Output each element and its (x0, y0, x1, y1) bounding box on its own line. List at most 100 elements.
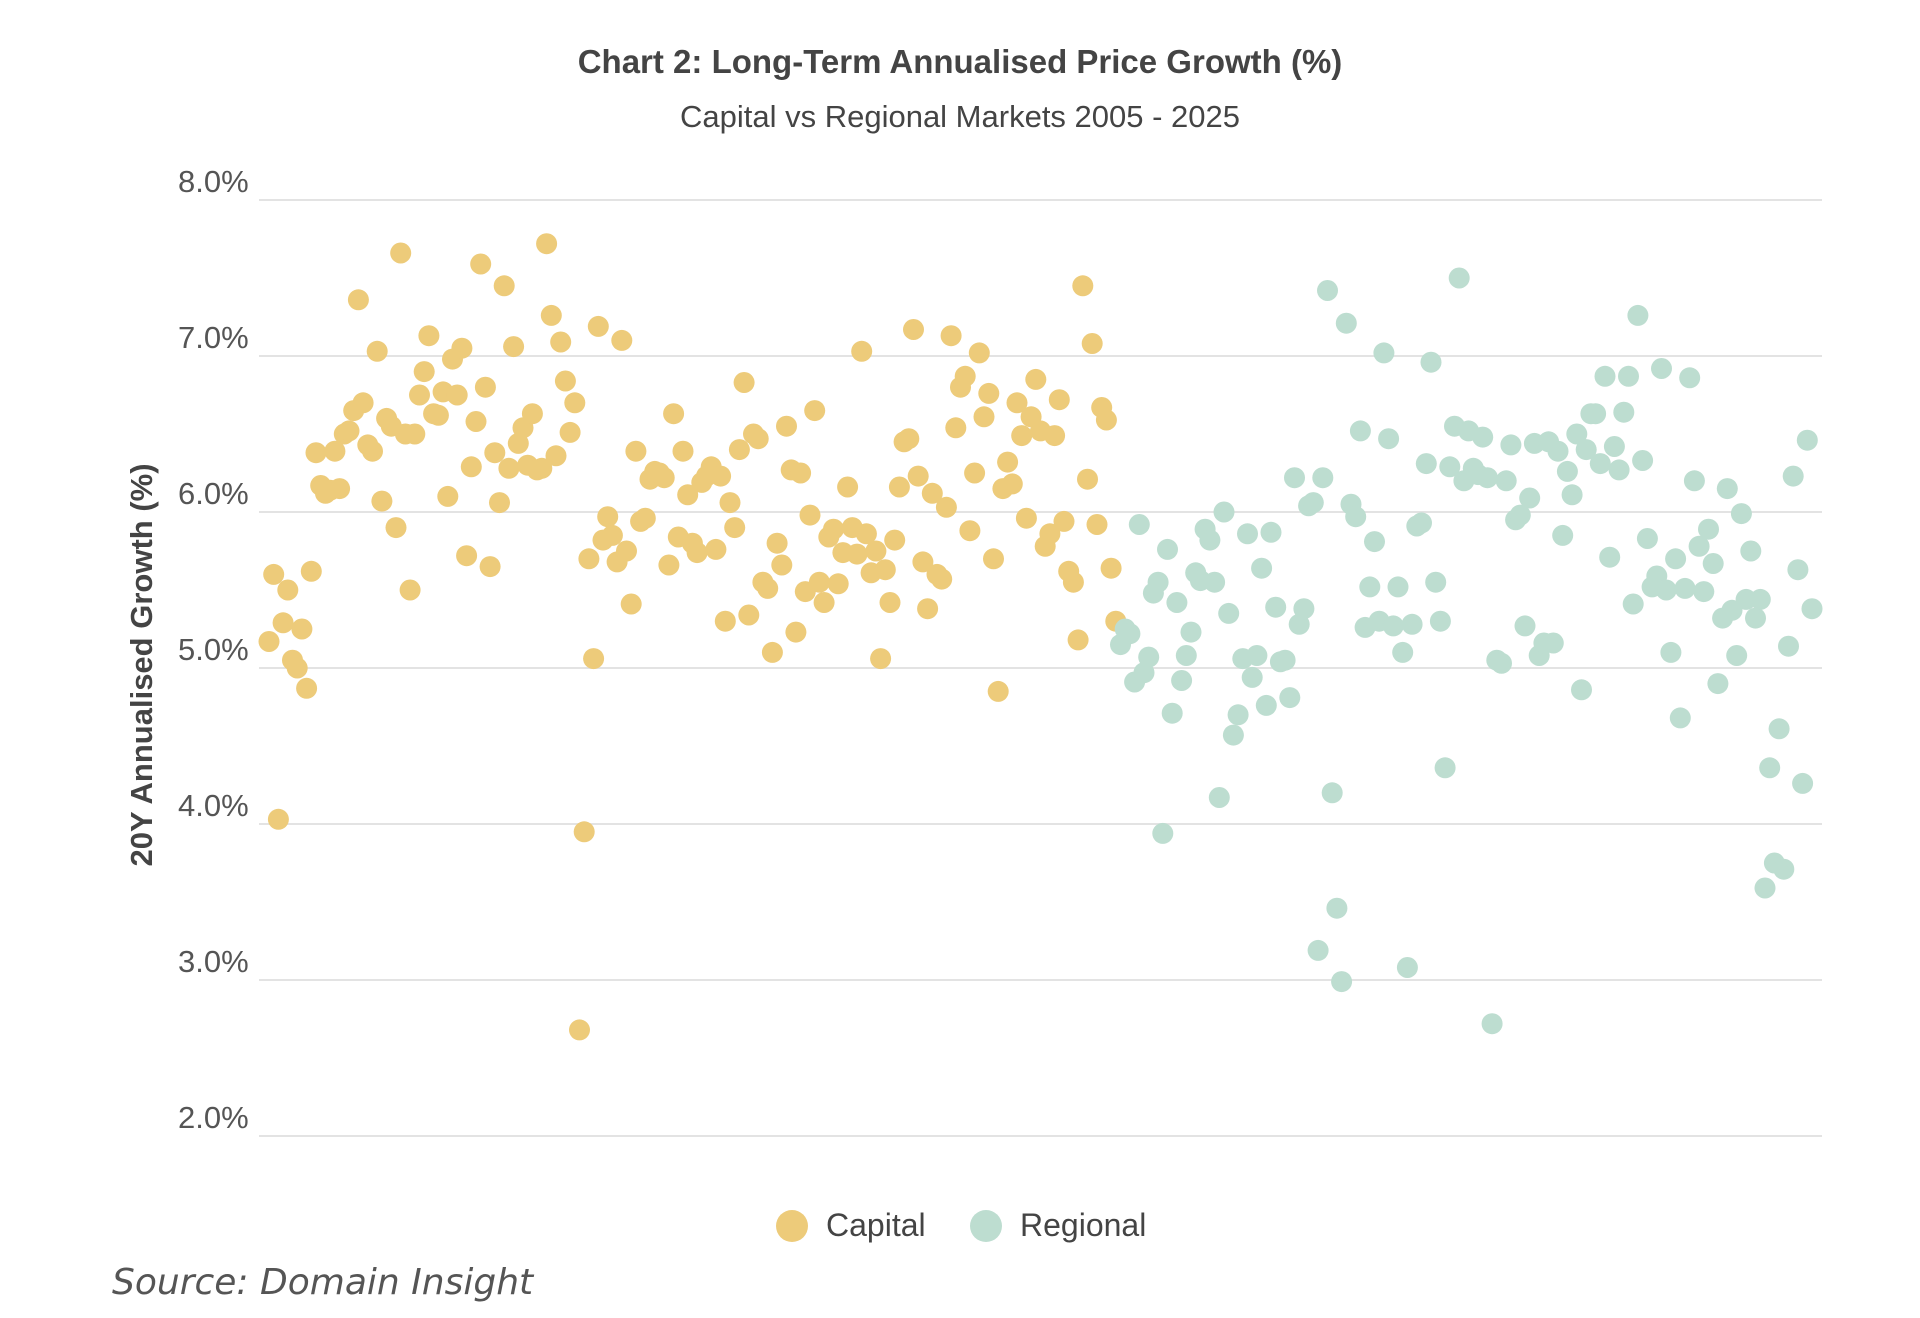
data-point-capital (418, 325, 440, 347)
data-point-capital (954, 365, 976, 387)
data-point-capital (903, 319, 924, 340)
data-point-regional (1331, 971, 1353, 993)
data-point-regional (1702, 553, 1724, 574)
data-point-capital (371, 490, 393, 512)
data-point-regional (1495, 470, 1517, 492)
data-point-capital (1100, 557, 1122, 579)
data-point-capital (536, 233, 558, 255)
data-point-capital (531, 457, 553, 479)
data-point-capital (672, 440, 694, 462)
data-point-regional (1237, 523, 1258, 545)
data-point-regional (1636, 528, 1658, 549)
data-point-regional (1707, 673, 1729, 695)
y-tick-label: 7.0% (178, 320, 249, 355)
data-point-capital (1072, 275, 1094, 297)
data-point-regional (1260, 521, 1282, 543)
data-point-regional (1749, 588, 1771, 610)
y-tick-label: 5.0% (178, 632, 249, 667)
y-axis-label: 20Y Annualised Growth (%) (124, 463, 159, 866)
data-point-regional (1359, 576, 1381, 598)
data-point-regional (1660, 641, 1682, 663)
data-point-regional (1152, 822, 1174, 844)
data-point-regional (1227, 704, 1249, 726)
data-point-capital (625, 440, 647, 462)
data-point-capital (277, 579, 299, 601)
data-point-capital (263, 563, 285, 585)
data-point-capital (474, 376, 496, 398)
data-point-regional (1571, 679, 1592, 701)
data-point-capital (855, 523, 877, 545)
data-point-capital (964, 462, 986, 484)
data-point-regional (1688, 535, 1710, 557)
data-point-regional (1500, 434, 1522, 456)
data-point-capital (550, 331, 572, 353)
data-point-regional (1509, 504, 1531, 526)
data-point-regional (1552, 524, 1574, 546)
legend-swatch-regional (970, 1210, 1002, 1242)
data-point-regional (1175, 645, 1197, 666)
data-point-regional (1745, 607, 1766, 629)
data-point-capital (813, 592, 835, 613)
data-point-regional (1180, 621, 1202, 643)
data-point-capital (611, 329, 633, 351)
data-point-capital (545, 445, 567, 467)
source-note: Source: Domain Insight (112, 1262, 534, 1303)
data-point-capital (503, 336, 525, 358)
data-point-regional (1255, 694, 1277, 716)
data-point-capital (931, 568, 953, 590)
data-point-capital (808, 571, 830, 593)
data-point-capital (851, 340, 873, 362)
data-point-regional (1415, 453, 1437, 475)
data-point-capital (484, 442, 506, 464)
data-point-regional (1302, 492, 1324, 514)
data-point-regional (1599, 546, 1621, 568)
data-point-capital (1025, 368, 1047, 390)
data-point-capital (761, 641, 783, 663)
data-point-capital (465, 411, 487, 432)
data-point-regional (1345, 506, 1367, 528)
data-point-capital (917, 598, 939, 620)
data-point-capital (1095, 409, 1117, 431)
data-point-regional (1651, 358, 1672, 379)
data-point-regional (1730, 503, 1752, 525)
data-point-capital (705, 538, 727, 560)
data-point-regional (1542, 632, 1564, 654)
data-point-capital (300, 560, 322, 582)
data-point-regional (1726, 645, 1748, 666)
data-point-regional (1698, 518, 1719, 540)
data-point-capital (658, 554, 680, 576)
data-point-regional (1716, 478, 1738, 500)
data-point-capital (634, 507, 656, 529)
data-point-capital (733, 372, 755, 393)
data-point-regional (1373, 342, 1395, 364)
data-point-capital (498, 457, 520, 479)
data-point-regional (1768, 718, 1790, 740)
data-point-capital (362, 440, 383, 462)
data-point-capital (597, 506, 619, 528)
data-point-regional (1683, 470, 1705, 492)
data-point-capital (1062, 571, 1084, 593)
data-point-regional (1476, 467, 1498, 489)
data-point-regional (1514, 615, 1536, 637)
data-point-capital (1039, 523, 1061, 545)
data-point-regional (1420, 351, 1442, 373)
data-point-capital (837, 476, 859, 498)
data-point-capital (404, 423, 426, 445)
data-point-capital (714, 610, 736, 632)
data-point-capital (493, 275, 515, 297)
y-tick-label: 8.0% (178, 164, 249, 199)
data-point-regional (1778, 635, 1799, 657)
data-point-regional (1585, 403, 1607, 425)
data-point-regional (1481, 1013, 1503, 1035)
data-point-regional (1448, 267, 1470, 289)
data-point-capital (719, 492, 741, 514)
data-point-regional (1589, 453, 1611, 475)
data-point-regional (1401, 613, 1423, 635)
data-point-capital (1067, 629, 1089, 651)
data-point-regional (1429, 610, 1451, 632)
data-point-capital (983, 548, 1004, 570)
data-point-capital (573, 821, 595, 843)
data-point-capital (799, 504, 821, 526)
data-point-regional (1157, 538, 1178, 560)
data-point-capital (1006, 392, 1028, 414)
